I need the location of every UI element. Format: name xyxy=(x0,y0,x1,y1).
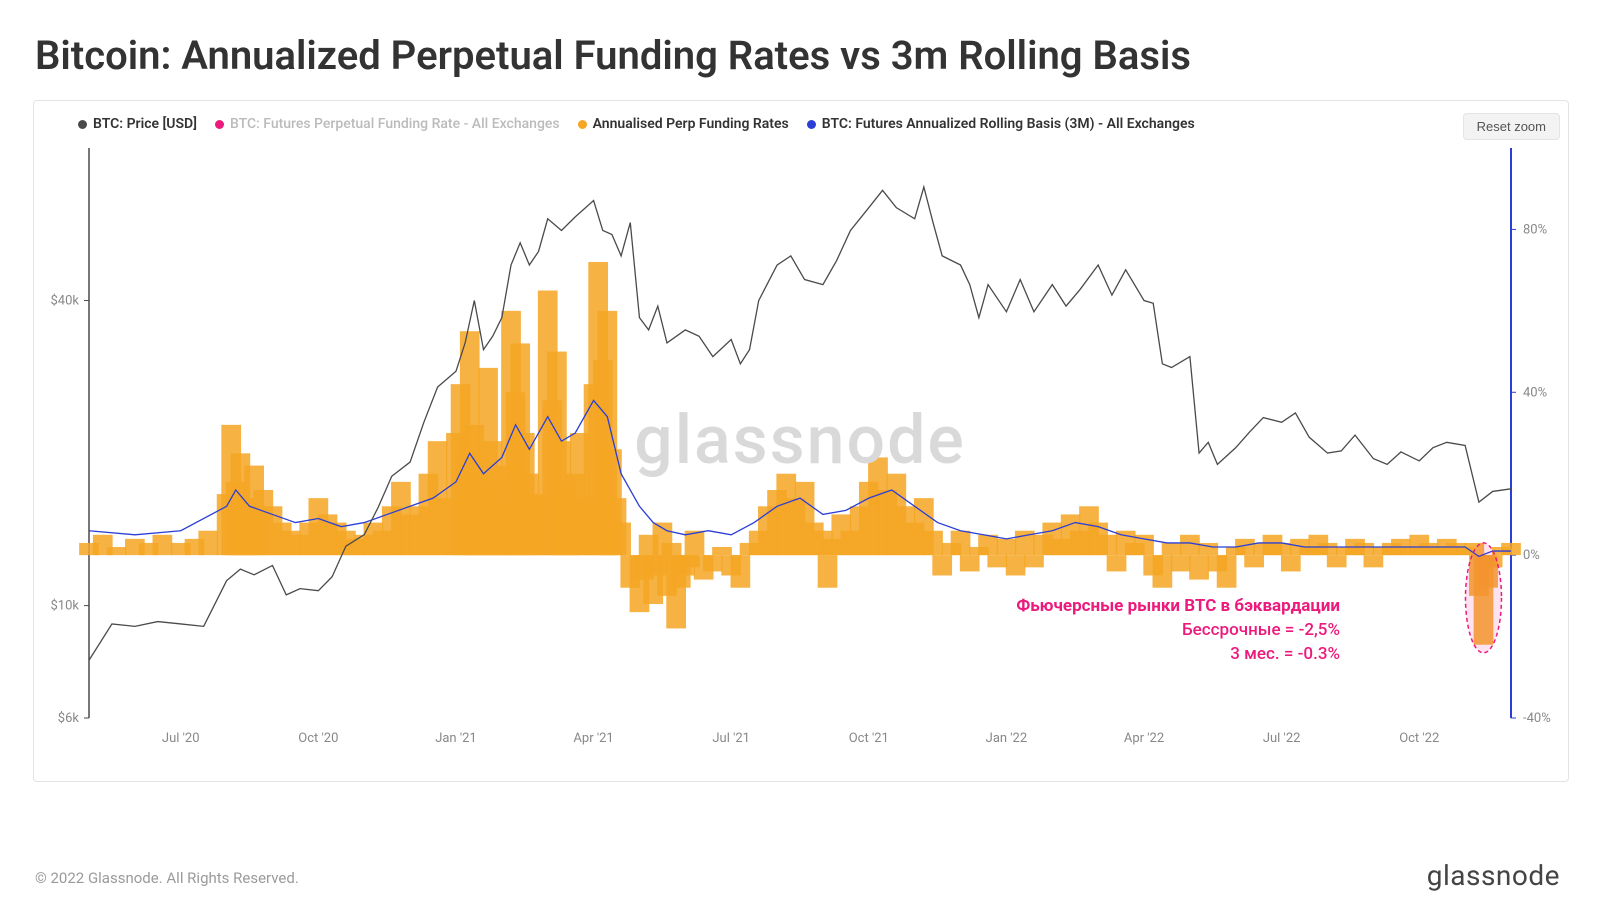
legend-dot-icon xyxy=(807,120,816,129)
svg-text:Jul '21: Jul '21 xyxy=(712,731,750,746)
svg-text:Oct '21: Oct '21 xyxy=(849,731,889,746)
annotation-text: Фьючерсные рынки BTC в бэквардации Бесср… xyxy=(1016,595,1340,666)
legend-dot-icon xyxy=(215,120,224,129)
svg-text:Jan '22: Jan '22 xyxy=(986,731,1028,746)
legend-item-perp-raw[interactable]: BTC: Futures Perpetual Funding Rate - Al… xyxy=(215,116,560,132)
svg-text:Apr '22: Apr '22 xyxy=(1124,731,1164,746)
legend-item-price[interactable]: BTC: Price [USD] xyxy=(78,116,197,132)
legend: BTC: Price [USD] BTC: Futures Perpetual … xyxy=(78,116,1195,132)
annotation-line: 3 мес. = -0.3% xyxy=(1016,643,1340,667)
svg-text:Oct '20: Oct '20 xyxy=(298,731,338,746)
legend-label: BTC: Futures Perpetual Funding Rate - Al… xyxy=(230,116,560,132)
legend-item-annualised-perp[interactable]: Annualised Perp Funding Rates xyxy=(578,116,789,132)
legend-item-rolling-basis[interactable]: BTC: Futures Annualized Rolling Basis (3… xyxy=(807,116,1195,132)
svg-text:40%: 40% xyxy=(1523,385,1547,400)
legend-dot-icon xyxy=(578,120,587,129)
svg-text:$10k: $10k xyxy=(50,599,79,614)
reset-zoom-button[interactable]: Reset zoom xyxy=(1463,113,1560,140)
copyright: © 2022 Glassnode. All Rights Reserved. xyxy=(35,869,299,887)
legend-label: BTC: Price [USD] xyxy=(93,116,197,132)
svg-text:80%: 80% xyxy=(1523,222,1547,237)
brand-logo: glassnode xyxy=(1427,859,1560,892)
svg-text:Apr '21: Apr '21 xyxy=(573,731,613,746)
annotation-line: Бессрочные = -2,5% xyxy=(1016,619,1340,643)
svg-text:Jan '21: Jan '21 xyxy=(435,731,477,746)
chart-title: Bitcoin: Annualized Perpetual Funding Ra… xyxy=(35,32,1191,79)
chart-plot[interactable]: $6k $10k $40k -40% 0% 40% 80% Jul '20 Oct '20 Jan… xyxy=(33,140,1567,780)
legend-label: BTC: Futures Annualized Rolling Basis (3… xyxy=(822,116,1195,132)
svg-text:$6k: $6k xyxy=(58,711,80,726)
svg-text:Oct '22: Oct '22 xyxy=(1399,731,1439,746)
svg-text:Jul '22: Jul '22 xyxy=(1263,731,1301,746)
svg-text:$40k: $40k xyxy=(50,294,79,309)
svg-text:-40%: -40% xyxy=(1523,711,1551,726)
annotation-line: Фьючерсные рынки BTC в бэквардации xyxy=(1016,595,1340,619)
legend-dot-icon xyxy=(78,120,87,129)
legend-label: Annualised Perp Funding Rates xyxy=(593,116,789,132)
svg-text:0%: 0% xyxy=(1523,548,1540,563)
svg-text:Jul '20: Jul '20 xyxy=(162,731,200,746)
